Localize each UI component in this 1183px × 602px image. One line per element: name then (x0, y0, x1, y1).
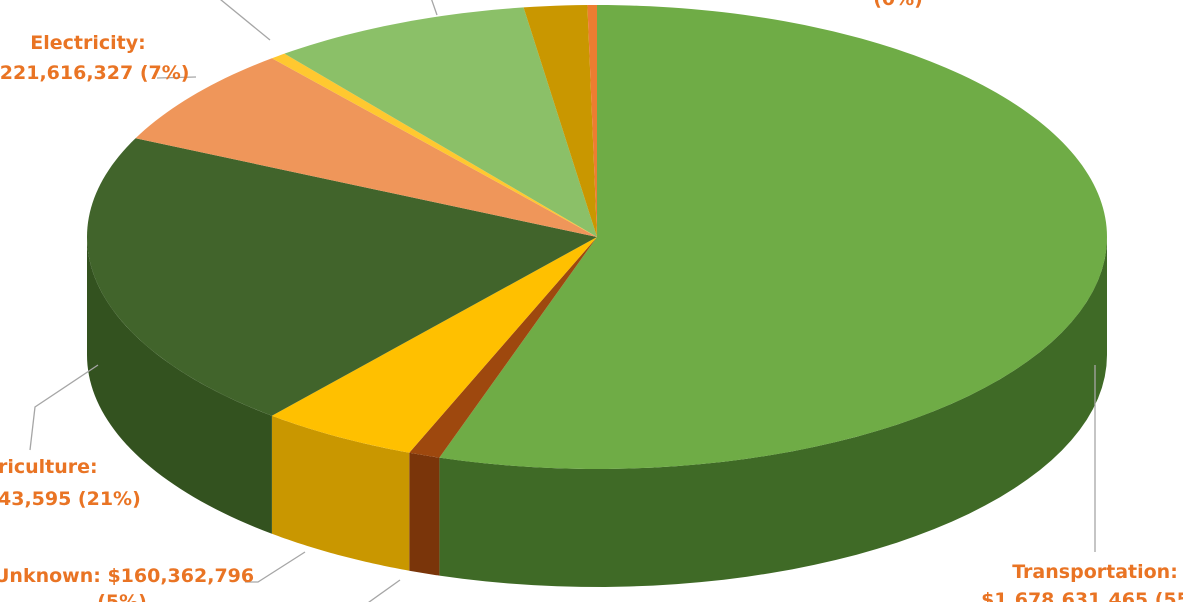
label-electricity-value: $221,616,327 (7%) (0, 62, 189, 84)
leader-line-agriculture (29, 364, 99, 451)
pie-slice-agriculture (87, 138, 597, 416)
label-transportation-value: $1,678,631,465 (55% (981, 589, 1183, 602)
label-electricity-name: Electricity: (30, 32, 145, 54)
pie-slice-transportation (439, 5, 1107, 469)
pie-slice-slice-9 (587, 5, 597, 237)
pie-side-transportation (439, 237, 1107, 587)
leader-line-unknown (245, 551, 306, 583)
pie-slice-slice-2 (409, 237, 597, 458)
pie-slice-slice-8 (523, 5, 597, 238)
leader-line-brown (368, 579, 401, 602)
pie-side-slice-2 (409, 452, 440, 576)
leader-line-top-mid (431, 0, 438, 16)
pie-slice-slice-6 (271, 53, 597, 237)
leader-line-top-left (220, 0, 271, 41)
label-top-right: (0%) (873, 0, 923, 10)
pie-side-agriculture (87, 237, 272, 534)
label-agriculture-value: 43,595 (21%) (0, 488, 141, 510)
pie-side-unknown (271, 415, 410, 571)
leader-line-electricity (156, 76, 197, 79)
label-unknown-name: Unknown: $160,362,796 (0, 565, 254, 587)
label-unknown-value: (5%) (97, 591, 147, 602)
label-transportation-name: Transportation: (1012, 561, 1178, 583)
pie-slice-electricity (135, 58, 597, 237)
pie-slice-unknown (271, 237, 597, 453)
label-agriculture-name: riculture: (0, 456, 98, 478)
pie-slice-slice-7 (284, 7, 597, 238)
